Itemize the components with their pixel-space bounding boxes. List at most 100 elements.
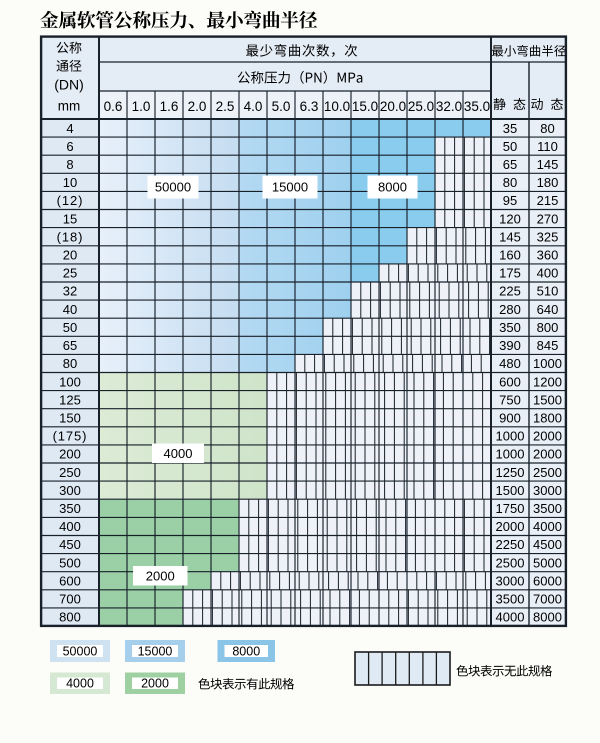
svg-text:3000: 3000: [496, 573, 525, 588]
svg-text:35.0: 35.0: [464, 99, 490, 114]
svg-text:4000: 4000: [496, 610, 525, 625]
svg-text:8: 8: [66, 157, 73, 172]
svg-text:8000: 8000: [232, 644, 260, 658]
svg-text:25.0: 25.0: [408, 99, 434, 114]
svg-text:300: 300: [59, 483, 81, 498]
svg-text:50000: 50000: [63, 644, 98, 658]
svg-text:800: 800: [59, 610, 81, 625]
svg-text:900: 900: [499, 410, 521, 425]
svg-text:2.5: 2.5: [216, 99, 235, 114]
svg-text:500: 500: [59, 555, 81, 570]
svg-text:100: 100: [59, 374, 81, 389]
svg-text:50: 50: [63, 320, 77, 335]
svg-text:1500: 1500: [533, 392, 562, 407]
svg-text:2000: 2000: [533, 447, 562, 462]
svg-text:1750: 1750: [496, 501, 525, 516]
svg-text:6: 6: [66, 139, 73, 154]
svg-text:15000: 15000: [272, 180, 308, 195]
svg-text:0.6: 0.6: [104, 99, 123, 114]
svg-text:750: 750: [499, 392, 521, 407]
svg-text:1000: 1000: [496, 447, 525, 462]
svg-text:350: 350: [499, 320, 521, 335]
svg-text:50: 50: [503, 139, 517, 154]
svg-text:5.0: 5.0: [272, 99, 291, 114]
svg-text:40: 40: [63, 302, 77, 317]
svg-text:4000: 4000: [66, 677, 94, 691]
svg-text:4: 4: [66, 121, 73, 136]
svg-text:6.3: 6.3: [300, 99, 319, 114]
svg-text:mm: mm: [58, 99, 81, 114]
svg-text:1250: 1250: [496, 465, 525, 480]
svg-text:4000: 4000: [533, 519, 562, 534]
svg-text:215: 215: [537, 193, 559, 208]
svg-text:20: 20: [63, 248, 77, 263]
svg-text:4500: 4500: [533, 537, 562, 552]
svg-text:160: 160: [499, 248, 521, 263]
svg-text:175: 175: [499, 266, 521, 281]
svg-text:(175): (175): [53, 429, 88, 444]
svg-text:25: 25: [63, 266, 77, 281]
svg-text:800: 800: [537, 320, 559, 335]
svg-text:145: 145: [537, 157, 559, 172]
svg-text:400: 400: [537, 266, 559, 281]
svg-text:2250: 2250: [496, 537, 525, 552]
svg-text:80: 80: [503, 175, 517, 190]
svg-text:450: 450: [59, 537, 81, 552]
svg-text:35: 35: [503, 121, 517, 136]
svg-text:2500: 2500: [533, 465, 562, 480]
svg-text:10: 10: [63, 175, 77, 190]
svg-text:225: 225: [499, 284, 521, 299]
svg-text:360: 360: [537, 248, 559, 263]
svg-text:15.0: 15.0: [352, 99, 378, 114]
svg-text:400: 400: [59, 519, 81, 534]
svg-text:200: 200: [59, 447, 81, 462]
svg-text:95: 95: [503, 193, 517, 208]
svg-text:10.0: 10.0: [324, 99, 350, 114]
svg-text:640: 640: [537, 302, 559, 317]
svg-text:280: 280: [499, 302, 521, 317]
svg-text:1000: 1000: [533, 356, 562, 371]
svg-text:15000: 15000: [138, 644, 173, 658]
svg-text:180: 180: [537, 175, 559, 190]
svg-text:700: 700: [59, 592, 81, 607]
svg-text:8000: 8000: [533, 610, 562, 625]
svg-text:325: 325: [537, 229, 559, 244]
svg-text:15: 15: [63, 211, 77, 226]
svg-text:2000: 2000: [533, 429, 562, 444]
svg-text:80: 80: [63, 356, 77, 371]
svg-text:65: 65: [503, 157, 517, 172]
svg-text:510: 510: [537, 284, 559, 299]
svg-text:32: 32: [63, 284, 77, 299]
svg-text:5000: 5000: [533, 555, 562, 570]
svg-text:(DN): (DN): [54, 77, 84, 93]
svg-text:390: 390: [499, 338, 521, 353]
svg-text:1800: 1800: [533, 410, 562, 425]
svg-text:250: 250: [59, 465, 81, 480]
svg-text:4000: 4000: [164, 446, 193, 461]
svg-text:1.6: 1.6: [160, 99, 179, 114]
svg-text:(12): (12): [57, 193, 84, 208]
svg-text:4.0: 4.0: [244, 99, 263, 114]
svg-text:1500: 1500: [496, 483, 525, 498]
svg-text:6000: 6000: [533, 573, 562, 588]
svg-text:145: 145: [499, 229, 521, 244]
svg-text:600: 600: [499, 374, 521, 389]
svg-text:2000: 2000: [141, 677, 169, 691]
svg-text:110: 110: [537, 139, 558, 154]
svg-text:50000: 50000: [155, 180, 191, 195]
svg-text:120: 120: [499, 211, 521, 226]
svg-text:20.0: 20.0: [380, 99, 406, 114]
svg-text:7000: 7000: [533, 592, 562, 607]
svg-text:125: 125: [59, 392, 81, 407]
svg-text:1.0: 1.0: [132, 99, 151, 114]
svg-text:480: 480: [499, 356, 521, 371]
svg-text:2.0: 2.0: [188, 99, 207, 114]
svg-text:2000: 2000: [496, 519, 525, 534]
svg-text:2000: 2000: [146, 568, 175, 583]
svg-text:8000: 8000: [378, 180, 407, 195]
svg-text:1000: 1000: [496, 429, 525, 444]
svg-text:32.0: 32.0: [436, 99, 462, 114]
svg-text:3000: 3000: [533, 483, 562, 498]
svg-text:(18): (18): [57, 229, 84, 244]
svg-text:845: 845: [537, 338, 559, 353]
